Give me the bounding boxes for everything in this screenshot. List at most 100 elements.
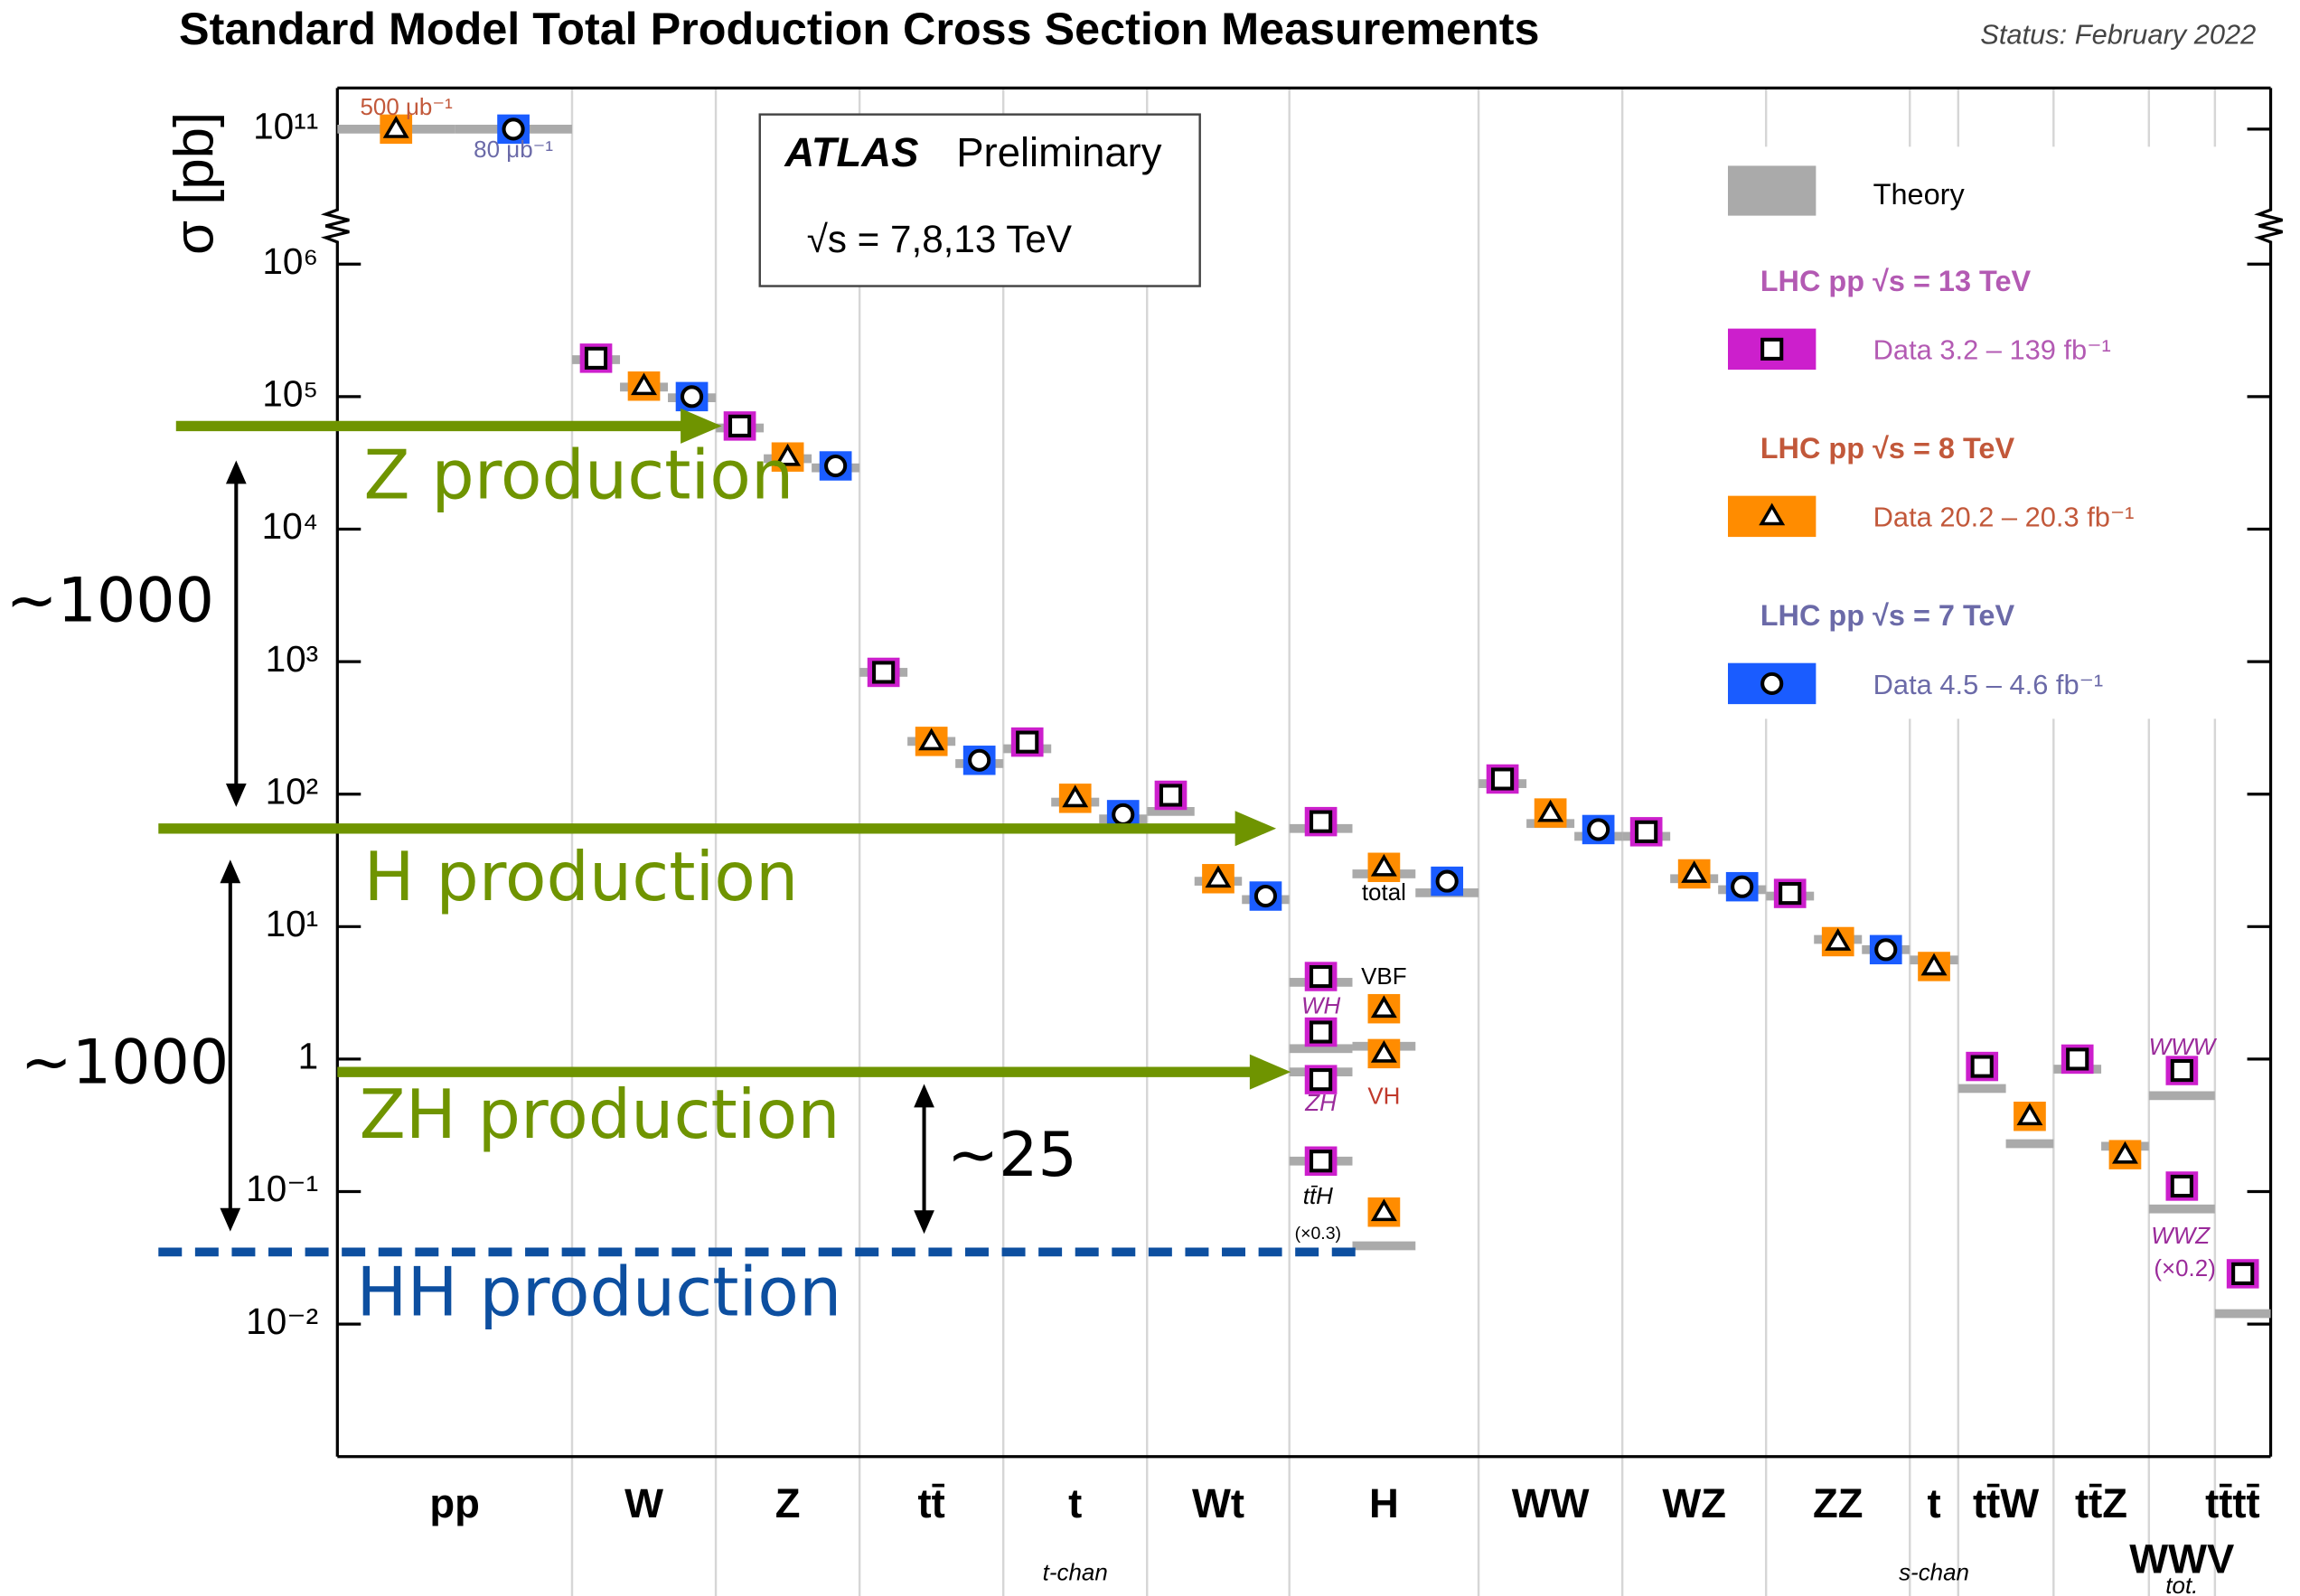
y-tick-label: 10⁶ — [262, 240, 318, 282]
data-point — [1370, 1039, 1397, 1063]
data-point — [2170, 1174, 2193, 1198]
point-label: (×0.3) — [1295, 1224, 1341, 1244]
x-tick-label: Wt — [1192, 1480, 1244, 1526]
x-tick-label: tt̄tt̄ — [2205, 1480, 2260, 1526]
range-text: ~1000 — [21, 1028, 230, 1099]
arrow-head — [914, 1084, 934, 1108]
legend-label: Data 20.2 – 20.3 fb⁻¹ — [1873, 502, 2135, 533]
data-point — [1016, 730, 1039, 754]
x-tick-label: W — [624, 1480, 663, 1526]
data-point — [1310, 1150, 1333, 1173]
data-point — [1779, 882, 1802, 906]
tag: Preliminary — [956, 129, 1162, 175]
arrow-head — [681, 408, 722, 444]
data-point — [2066, 1047, 2089, 1071]
data-point — [631, 372, 658, 396]
x-tick-label: pp — [429, 1480, 480, 1526]
theory-bar — [2214, 1309, 2271, 1319]
data-point — [1920, 953, 1948, 976]
data-point — [968, 748, 991, 772]
point-label: ZH — [1304, 1089, 1337, 1116]
arrow-head — [1234, 811, 1277, 847]
data-point — [1062, 784, 1089, 808]
data-point — [1491, 767, 1515, 791]
data-point — [918, 728, 945, 751]
point-label: VH — [1367, 1082, 1400, 1109]
x-tick-label: t — [1068, 1480, 1082, 1526]
legend-label: Data 3.2 – 139 fb⁻¹ — [1873, 334, 2111, 366]
theory-bar — [1289, 1044, 1353, 1054]
point-label: 500 μb⁻¹ — [360, 93, 453, 120]
info-box — [758, 113, 1201, 287]
arrow-head — [225, 783, 247, 807]
data-point — [824, 454, 848, 478]
chart-title: Standard Model Total Production Cross Se… — [179, 3, 1539, 54]
x-tick-label: tt̄W — [1973, 1480, 2039, 1526]
legend-header: LHC pp √s = 7 TeV — [1760, 599, 2015, 632]
legend-marker — [1759, 502, 1786, 526]
arrow-head — [220, 1207, 241, 1232]
x-tick-label: tt̄ — [918, 1480, 945, 1526]
x-tick-label: H — [1369, 1480, 1399, 1526]
category-note: t-chan — [1043, 1558, 1108, 1585]
data-point — [1635, 820, 1658, 843]
x-tick-label: WW — [1512, 1480, 1590, 1526]
data-point — [1825, 928, 1852, 951]
category-note: tot. — [2165, 1572, 2198, 1596]
range-text: ~1000 — [5, 565, 214, 636]
axis-line — [320, 88, 350, 1457]
y-tick-label: 10¹¹ — [253, 106, 318, 147]
point-label: VBF — [1361, 962, 1406, 990]
data-point — [1310, 1020, 1333, 1044]
y-tick-label: 10⁴ — [262, 505, 319, 547]
y-tick-label: 10⁻² — [246, 1300, 318, 1342]
x-tick-label: ZZ — [1813, 1480, 1863, 1526]
data-point — [1435, 869, 1459, 893]
data-point — [1310, 810, 1333, 833]
annotation-text: ZH production — [360, 1075, 840, 1154]
y-tick-label: 10¹ — [266, 903, 319, 944]
theory-bar — [1957, 1084, 2006, 1094]
data-point — [1970, 1055, 1994, 1078]
data-point — [1587, 818, 1610, 841]
arrow-head — [220, 859, 241, 884]
legend-marker — [1760, 337, 1784, 361]
data-point — [1310, 964, 1333, 989]
arrow-head — [225, 460, 247, 484]
data-point — [502, 117, 525, 141]
data-point — [1731, 875, 1754, 898]
point-label: (×0.2) — [2154, 1254, 2216, 1281]
experiment: ATLAS — [784, 129, 918, 175]
legend-marker — [1760, 671, 1784, 695]
legend-background — [1708, 146, 2267, 719]
legend-header: LHC pp √s = 8 TeV — [1760, 432, 2015, 465]
data-point — [1112, 803, 1135, 826]
point-label: 80 μb⁻¹ — [474, 136, 553, 163]
data-point — [1205, 865, 1232, 888]
energy: √s = 7,8,13 TeV — [807, 218, 1072, 260]
data-point — [584, 346, 608, 370]
data-point — [2111, 1141, 2138, 1164]
annotation-text: Z production — [364, 436, 794, 514]
y-tick-label: 10⁵ — [262, 373, 318, 415]
x-tick-label: t — [1927, 1480, 1940, 1526]
y-tick-label: 1 — [298, 1036, 319, 1077]
data-point — [1681, 860, 1708, 883]
data-point — [728, 414, 752, 437]
arrow-head — [914, 1210, 934, 1235]
data-point — [382, 115, 409, 138]
data-point — [2016, 1103, 2043, 1126]
legend-label: Theory — [1873, 178, 1966, 211]
x-tick-label: WZ — [1662, 1480, 1726, 1526]
data-point — [1874, 938, 1898, 962]
data-point — [680, 385, 704, 408]
theory-bar — [2148, 1091, 2215, 1101]
annotation-text: H production — [364, 838, 799, 916]
y-axis-label: σ [pb] — [163, 112, 225, 255]
x-tick-label: tt̄Z — [2075, 1480, 2127, 1526]
arrow-head — [1249, 1054, 1291, 1090]
data-point — [1159, 784, 1183, 807]
point-label: WWW — [2149, 1033, 2218, 1060]
axis-line — [2254, 88, 2283, 1457]
